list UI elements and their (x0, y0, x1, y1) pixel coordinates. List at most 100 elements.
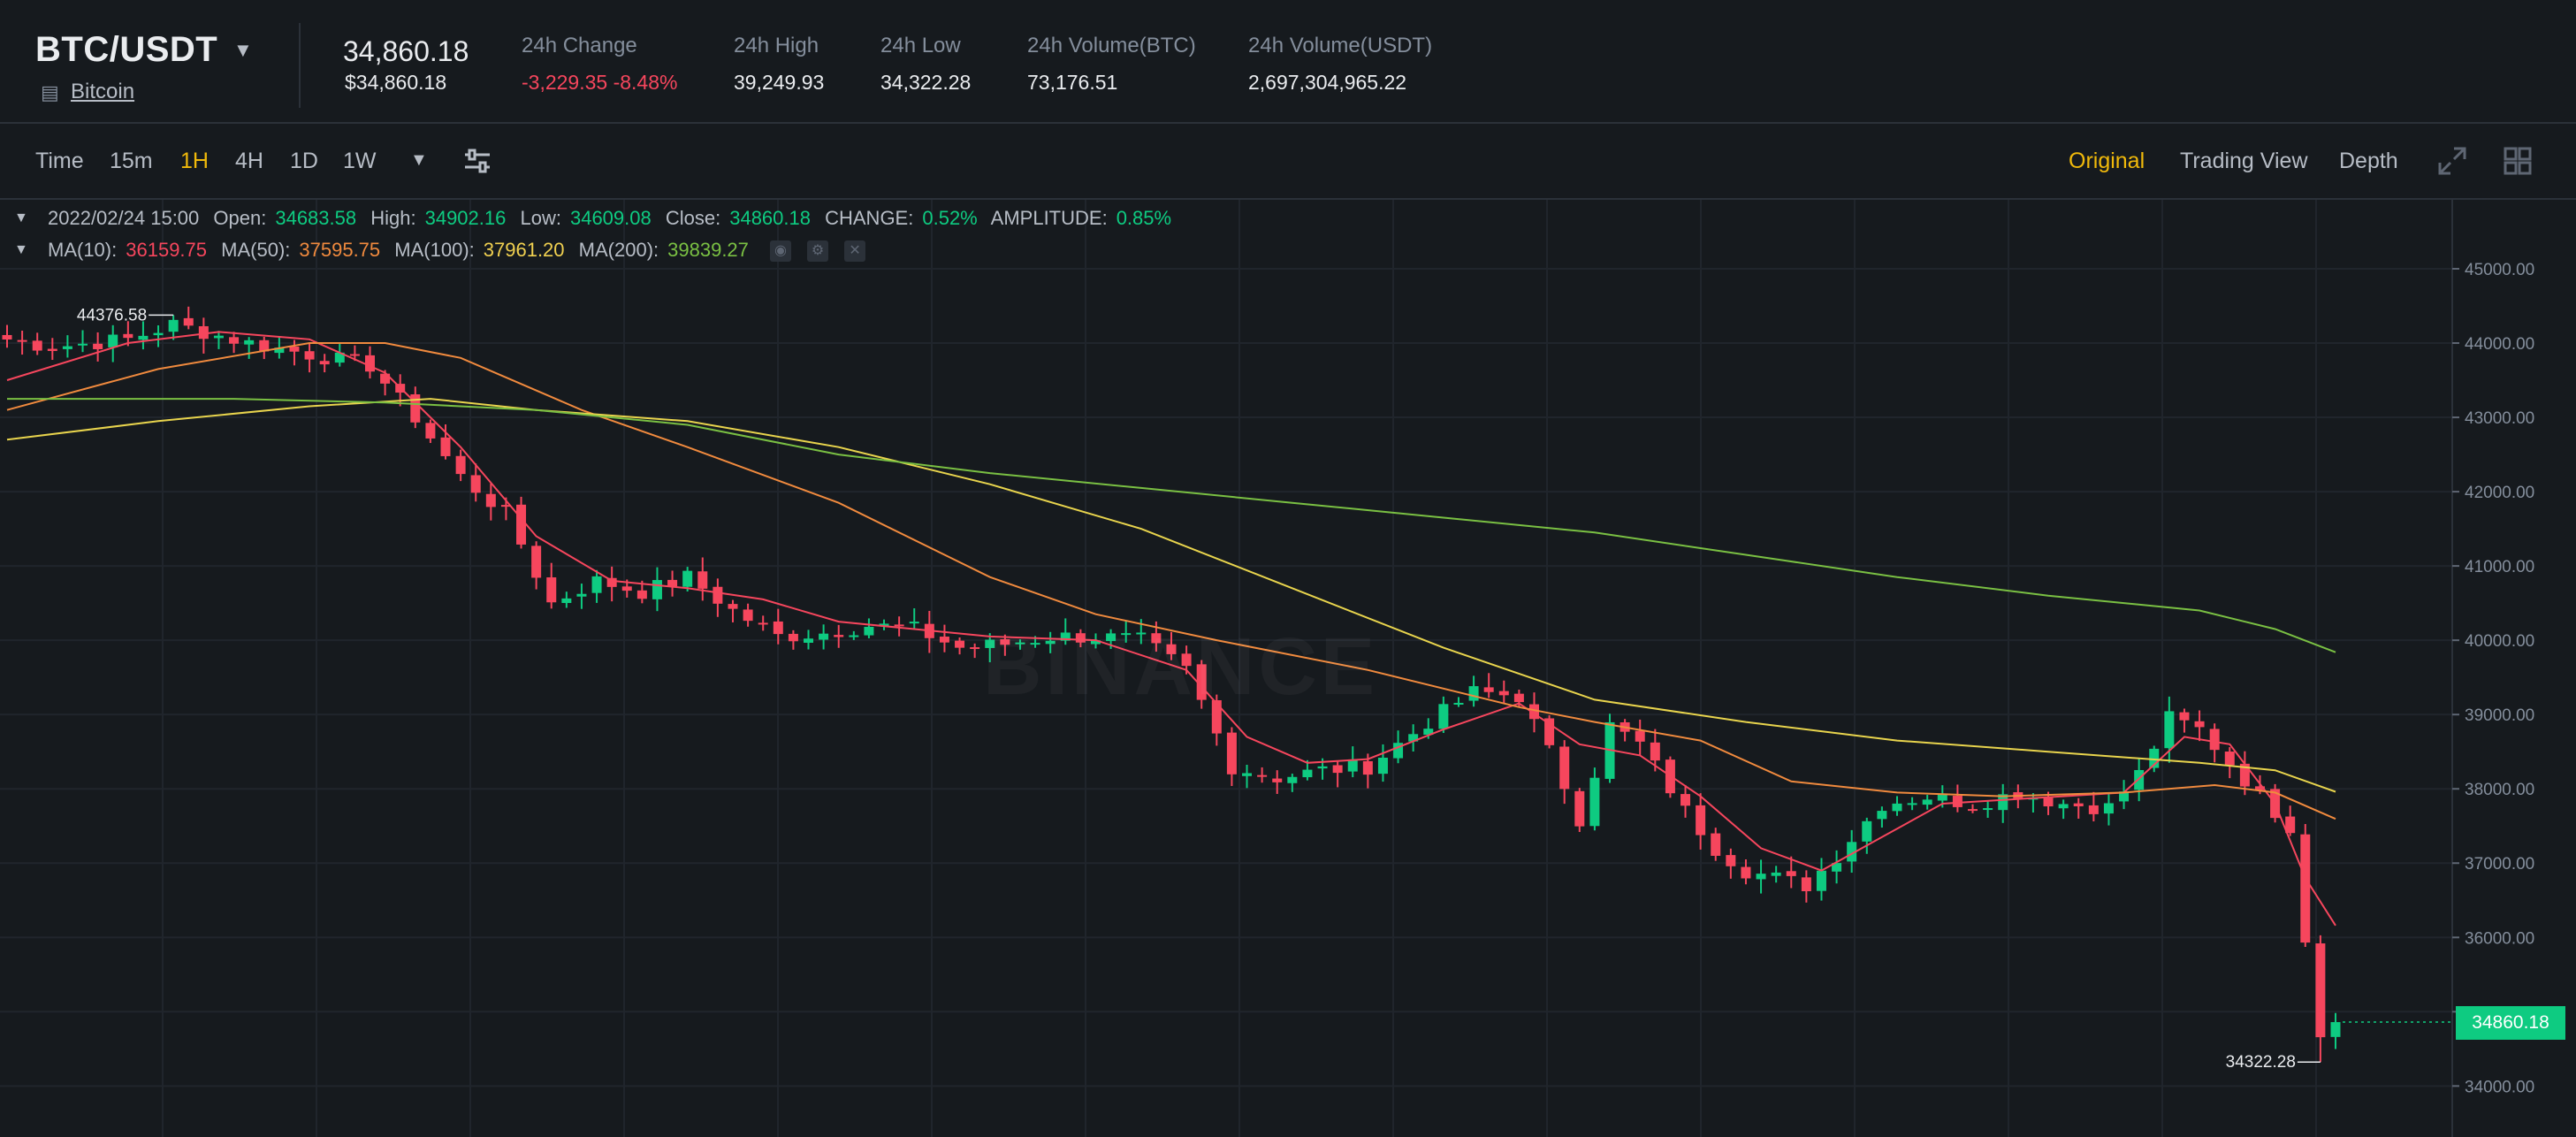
candle-body (2043, 797, 2054, 807)
timeframe-15m[interactable]: 15m (110, 149, 153, 173)
max-price-label: 44376.58 (77, 306, 147, 324)
timeframe-1w[interactable]: 1W (343, 149, 377, 173)
candle-body (758, 622, 768, 625)
ma-legend-collapse-chevron-down-icon[interactable]: ▼ (14, 242, 28, 257)
candle-body (1680, 794, 1691, 806)
stat-24h-volume-btc: 24h Volume(BTC) 73,176.51 (1027, 34, 1196, 95)
coin-info-link[interactable]: Bitcoin (71, 80, 135, 103)
candle-body (2194, 721, 2205, 728)
legend-close-value: 34860.18 (729, 207, 811, 229)
pair-title: BTC/USDT (35, 30, 218, 69)
view-trading-view[interactable]: Trading View (2180, 149, 2308, 173)
legend-amplitude-label: AMPLITUDE: (990, 207, 1108, 229)
candle-body (621, 586, 632, 591)
candle-body (2164, 711, 2175, 749)
candle-body (168, 319, 179, 332)
indicator-close-button[interactable]: ✕ (844, 240, 866, 263)
ma200-line (7, 398, 2336, 653)
timeframe-1h[interactable]: 1H (180, 149, 209, 173)
ohlc-legend: ▼ 2022/02/24 15:00 Open: 34683.58 High: 34… (14, 207, 1180, 230)
candle-body (2, 334, 12, 340)
candle-body (1756, 874, 1766, 880)
stat-value: 39,249.93 (734, 71, 825, 94)
candle-body (380, 373, 391, 384)
stat-value: 34,322.28 (880, 71, 972, 94)
indicator-settings-button[interactable]: ⚙ (807, 240, 829, 263)
candle-body (47, 348, 57, 351)
candle-body (1121, 633, 1132, 636)
timeframe-4h[interactable]: 4H (235, 149, 263, 173)
stat-value: 2,697,304,965.22 (1248, 71, 1407, 94)
candle-body (1090, 640, 1101, 645)
candle-body (1226, 732, 1237, 775)
settings-sliders-icon[interactable] (461, 145, 493, 177)
timeframe-time[interactable]: Time (35, 149, 84, 173)
candle-body (1483, 687, 1494, 692)
candle-body (1106, 633, 1117, 642)
timeframe-1d[interactable]: 1D (290, 149, 318, 173)
indicator-visibility-button[interactable]: ◉ (770, 240, 792, 263)
candle-body (591, 576, 602, 593)
candle-body (1030, 643, 1040, 645)
candle-body (1574, 790, 1585, 827)
stat-24h-volume-usdt: 24h Volume(USDT) 2,697,304,965.22 (1248, 34, 1432, 95)
legend-ma50-value: 37595.75 (299, 239, 381, 261)
candle-body (1589, 777, 1600, 827)
legend-change-value: 0.52% (922, 207, 978, 229)
candle-body (2088, 805, 2099, 814)
candle-body (1181, 653, 1192, 667)
candle-body (1257, 775, 1268, 777)
legend-ma10-value: 36159.75 (126, 239, 208, 261)
last-price: 34,860.18 (343, 35, 469, 67)
view-depth[interactable]: Depth (2339, 149, 2398, 173)
candle-body (788, 633, 798, 642)
stat-label: 24h Volume(BTC) (1027, 34, 1196, 57)
chart-area[interactable]: 34000.0035000.0036000.0037000.0038000.00… (0, 200, 2576, 1137)
candle-body (304, 351, 315, 360)
candle-body (1362, 760, 1373, 775)
price-chart[interactable]: 34000.0035000.0036000.0037000.0038000.00… (0, 200, 2576, 1137)
ma-legend: ▼ MA(10): 36159.75 MA(50): 37595.75 MA(100… (14, 239, 874, 263)
legend-change-label: CHANGE: (825, 207, 914, 229)
candle-body (229, 337, 240, 344)
candle-body (743, 609, 753, 622)
legend-open-label: Open: (213, 207, 267, 229)
gear-icon: ⚙ (811, 243, 825, 259)
candle-body (319, 361, 330, 365)
candle-body (1892, 803, 1902, 812)
candle-body (2179, 712, 2190, 721)
candle-body (2209, 729, 2220, 751)
candle-body (1136, 632, 1147, 635)
candle-body (1786, 871, 1796, 876)
candle-body (2224, 752, 2235, 766)
legend-low-label: Low: (520, 207, 561, 229)
candle-body (183, 317, 194, 326)
candle-body (1907, 803, 1917, 805)
candle-body (1559, 746, 1570, 790)
candle-body (1332, 765, 1343, 774)
grid-icon[interactable] (2504, 147, 2532, 175)
candle-body (93, 343, 103, 349)
candle-body (1287, 776, 1298, 783)
legend-amplitude-value: 0.85% (1116, 207, 1172, 229)
candle-body (2134, 769, 2145, 790)
y-axis-tick-label: 36000.00 (2465, 929, 2534, 948)
expand-icon[interactable] (2436, 145, 2468, 177)
min-price-label: 34322.28 (2226, 1053, 2296, 1072)
candle-body (1937, 794, 1947, 801)
candle-body (1468, 686, 1479, 701)
more-timeframes-chevron-down-icon[interactable]: ▼ (410, 150, 428, 170)
candle-body (1968, 809, 1978, 812)
candle-body (894, 624, 904, 627)
pair-dropdown-chevron-down-icon[interactable]: ▼ (233, 39, 253, 61)
legend-collapse-chevron-down-icon[interactable]: ▼ (14, 210, 28, 225)
candle-body (1922, 799, 1932, 805)
candle-body (349, 354, 360, 356)
legend-ma200-label: MA(200): (578, 239, 659, 261)
view-original[interactable]: Original (2069, 149, 2145, 173)
candle-body (470, 475, 481, 493)
bitcoin-icon: ▤ (41, 81, 59, 103)
candle-body (138, 335, 149, 340)
candle-body (1438, 704, 1449, 729)
candle-body (576, 593, 587, 597)
